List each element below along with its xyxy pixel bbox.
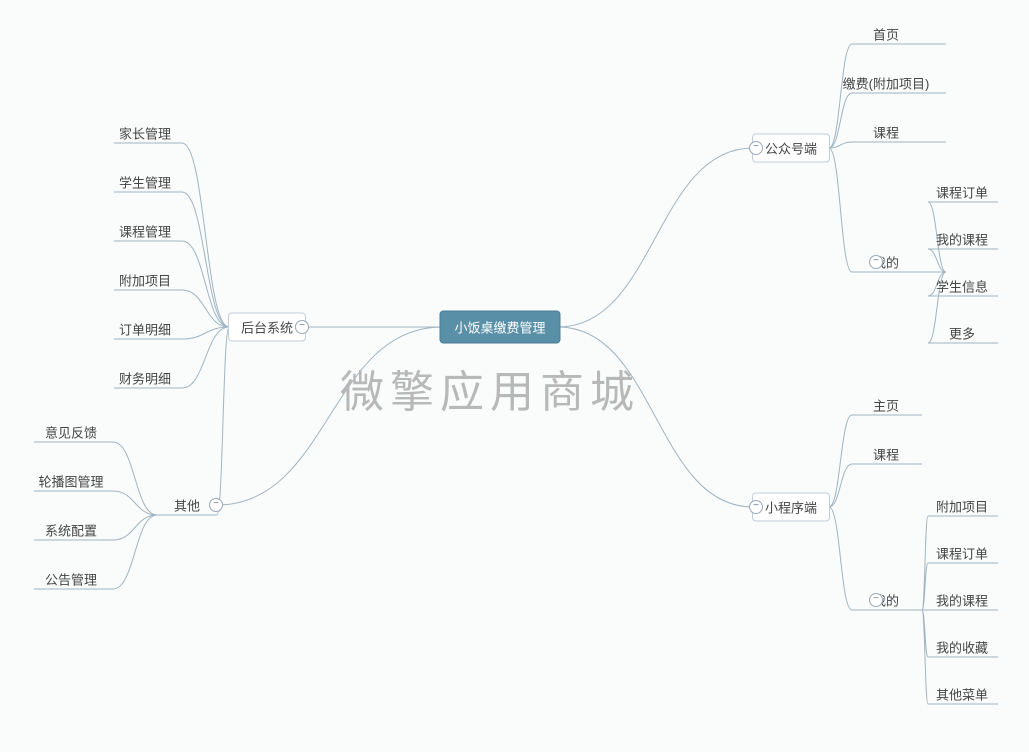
leaf-wechat-3-2[interactable]: 学生信息 [936,277,988,296]
branch-wechat[interactable]: 公众号端 [752,134,830,163]
toggle-wechat-3[interactable]: − [869,255,883,269]
toggle-miniapp-2[interactable]: − [869,593,883,607]
leaf-other-0[interactable]: 意见反馈 [45,423,97,442]
leaf-miniapp-0[interactable]: 主页 [873,396,899,415]
leaf-other-2[interactable]: 系统配置 [45,521,97,540]
leaf-miniapp-2-4[interactable]: 其他菜单 [936,685,988,704]
branch-other[interactable]: 其他 [174,496,200,515]
leaf-wechat-2[interactable]: 课程 [873,123,899,142]
toggle-backend[interactable]: − [295,320,309,334]
leaf-backend-3[interactable]: 附加项目 [119,271,171,290]
toggle-other[interactable]: − [209,498,223,512]
leaf-miniapp-2-1[interactable]: 课程订单 [936,544,988,563]
leaf-wechat-3-3[interactable]: 更多 [949,324,975,343]
toggle-miniapp[interactable]: − [749,500,763,514]
branch-miniapp[interactable]: 小程序端 [752,493,830,522]
leaf-wechat-0[interactable]: 首页 [873,25,899,44]
toggle-wechat[interactable]: − [749,141,763,155]
leaf-miniapp-2-0[interactable]: 附加项目 [936,497,988,516]
leaf-miniapp-2-2[interactable]: 我的课程 [936,591,988,610]
leaf-backend-4[interactable]: 订单明细 [119,320,171,339]
leaf-backend-0[interactable]: 家长管理 [119,124,171,143]
leaf-other-3[interactable]: 公告管理 [45,570,97,589]
leaf-miniapp-1[interactable]: 课程 [873,445,899,464]
leaf-backend-5[interactable]: 财务明细 [119,369,171,388]
leaf-backend-2[interactable]: 课程管理 [119,222,171,241]
leaf-miniapp-2-3[interactable]: 我的收藏 [936,638,988,657]
leaf-other-1[interactable]: 轮播图管理 [38,472,103,491]
leaf-backend-1[interactable]: 学生管理 [119,173,171,192]
leaf-wechat-3-1[interactable]: 我的课程 [936,230,988,249]
root-node[interactable]: 小饭桌缴费管理 [439,311,560,344]
leaf-wechat-1[interactable]: 缴费(附加项目) [843,74,930,93]
leaf-wechat-3-0[interactable]: 课程订单 [936,183,988,202]
